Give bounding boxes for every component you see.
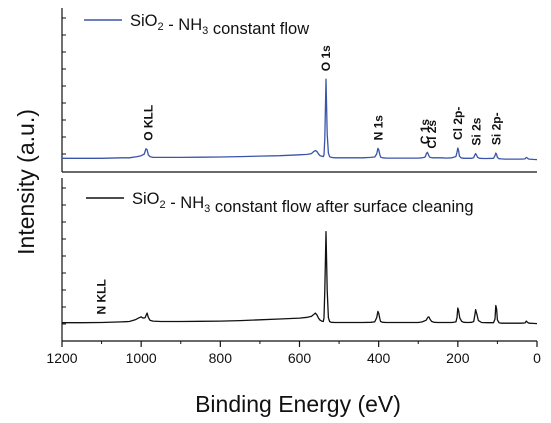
series-line-bottom: [62, 230, 538, 325]
peak-label: Si 2s: [469, 117, 483, 145]
x-tick-label: 200: [446, 350, 470, 366]
peak-label: Cl 2s: [425, 120, 439, 149]
peak-label: C 1s: [418, 119, 432, 145]
peak-label: N KLL: [95, 279, 109, 314]
peak-label: Cl 2p-: [451, 107, 465, 140]
x-tick-label: 0: [533, 350, 541, 366]
legend-text-bottom: SiO2 - NH3 constant flow after surface c…: [132, 190, 474, 216]
peak-label: Si 2p-: [490, 112, 504, 145]
legend-text-top: SiO2 - NH3 constant flow: [130, 12, 309, 38]
x-tick-label: 800: [209, 350, 233, 366]
x-tick-label: 1200: [46, 350, 77, 366]
x-axis-title: Binding Energy (eV): [195, 391, 401, 417]
peak-label: N 1s: [372, 115, 386, 141]
peak-label: O KLL: [141, 105, 155, 141]
series-line-top: [62, 78, 538, 161]
x-tick-label: 1000: [126, 350, 157, 366]
peak-label: O 1s: [319, 45, 333, 71]
y-axis-title: Intensity (a.u.): [13, 109, 39, 255]
x-tick-label: 400: [367, 350, 391, 366]
x-tick-label: 600: [288, 350, 312, 366]
